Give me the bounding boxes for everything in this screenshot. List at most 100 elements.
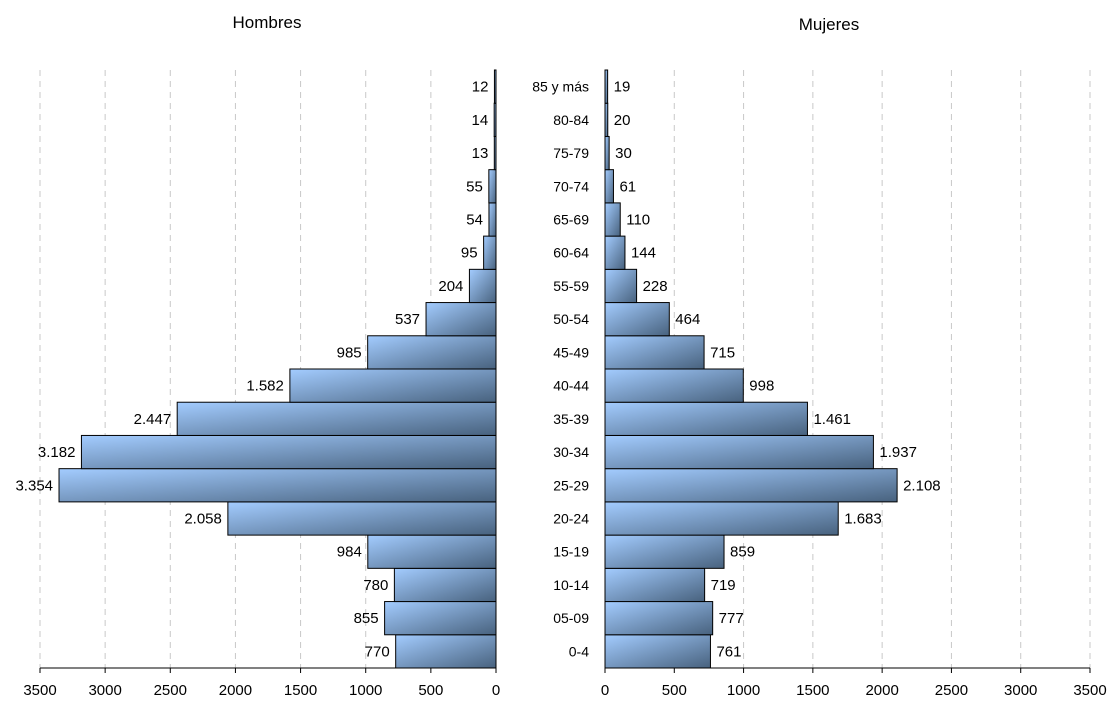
- men-bar: [289, 368, 497, 403]
- men-value-label: 13: [472, 145, 489, 162]
- men-value-label: 54: [466, 212, 483, 229]
- women-bar: [604, 434, 874, 470]
- men-value-label: 984: [337, 544, 362, 561]
- men-value-label: 780: [363, 577, 388, 594]
- age-group-label: 25-29: [553, 477, 589, 493]
- women-bar: [604, 268, 638, 304]
- left-x-tick-label: 2000: [219, 682, 252, 699]
- women-bar: [604, 368, 744, 403]
- men-value-label: 55: [466, 178, 483, 195]
- men-bar: [58, 468, 497, 503]
- women-value-label: 1.683: [844, 511, 882, 528]
- age-group-label: 05-09: [553, 610, 589, 626]
- age-group-label: 80-84: [553, 112, 589, 128]
- women-value-label: 777: [719, 610, 744, 627]
- left-x-tick-label: 0: [492, 682, 500, 699]
- men-value-label: 2.447: [134, 411, 172, 428]
- women-value-label: 761: [716, 643, 741, 660]
- age-group-label: 85 y más: [532, 79, 589, 95]
- men-bar: [468, 268, 497, 304]
- left-bars: [58, 69, 497, 669]
- men-value-label: 95: [461, 245, 478, 262]
- men-value-label: 14: [471, 112, 488, 129]
- women-value-label: 464: [675, 311, 700, 328]
- women-value-label: 1.461: [813, 411, 851, 428]
- women-bar: [604, 534, 725, 569]
- men-bar: [488, 202, 497, 237]
- men-bar: [80, 434, 497, 470]
- women-value-label: 144: [631, 245, 656, 262]
- women-value-label: 228: [643, 278, 668, 295]
- left-panel-title: Hombres: [233, 13, 302, 32]
- age-group-label: 60-64: [553, 245, 589, 261]
- men-bar: [488, 169, 497, 204]
- men-value-label: 3.182: [38, 444, 76, 461]
- right-x-tick-label: 1000: [727, 682, 760, 699]
- right-x-tick-label: 3500: [1073, 682, 1106, 699]
- right-x-tick-label: 2000: [865, 682, 898, 699]
- left-x-tick-label: 500: [418, 682, 443, 699]
- age-group-label: 45-49: [553, 344, 589, 360]
- right-x-tick-label: 2500: [935, 682, 968, 699]
- women-value-label: 998: [749, 378, 774, 395]
- age-group-label: 20-24: [553, 511, 589, 527]
- women-value-label: 20: [614, 112, 631, 129]
- right-bars: [604, 69, 898, 669]
- age-group-label: 55-59: [553, 278, 589, 294]
- men-value-label: 12: [472, 79, 489, 96]
- women-bar: [604, 202, 621, 237]
- left-x-tick-label: 2500: [154, 682, 187, 699]
- men-value-label: 3.354: [15, 477, 53, 494]
- men-value-label: 1.582: [246, 378, 284, 395]
- women-bar: [604, 601, 714, 636]
- men-bar: [367, 335, 497, 370]
- women-value-label: 19: [614, 79, 631, 96]
- age-group-label: 65-69: [553, 212, 589, 228]
- women-bar: [604, 567, 706, 603]
- right-x-tick-label: 1500: [796, 682, 829, 699]
- women-bar: [604, 634, 711, 669]
- men-value-label: 985: [337, 344, 362, 361]
- right-x-tick-label: 500: [662, 682, 687, 699]
- left-x-tick-label: 3000: [88, 682, 121, 699]
- men-value-label: 2.058: [184, 511, 222, 528]
- men-value-label: 770: [365, 643, 390, 660]
- women-bar: [604, 501, 839, 536]
- age-group-label: 35-39: [553, 411, 589, 427]
- left-x-tick-label: 3500: [23, 682, 56, 699]
- women-value-label: 2.108: [903, 477, 941, 494]
- women-bar: [604, 169, 614, 204]
- men-value-label: 537: [395, 311, 420, 328]
- age-group-label: 40-44: [553, 378, 589, 394]
- men-bar: [227, 501, 497, 536]
- men-bar: [384, 601, 497, 636]
- men-bar: [483, 235, 497, 270]
- age-group-label: 50-54: [553, 311, 589, 327]
- left-x-tick-label: 1500: [284, 682, 317, 699]
- women-value-label: 61: [619, 178, 636, 195]
- women-bar: [604, 235, 626, 270]
- men-bar: [367, 534, 497, 569]
- women-bar: [604, 401, 808, 436]
- women-bar: [604, 468, 898, 503]
- women-value-label: 110: [626, 212, 650, 229]
- women-value-label: 859: [730, 544, 755, 561]
- women-bar: [604, 335, 705, 370]
- women-bar: [604, 135, 610, 171]
- age-group-label: 0-4: [569, 643, 589, 659]
- men-bar: [395, 634, 497, 669]
- right-x-tick-label: 3000: [1004, 682, 1037, 699]
- men-value-label: 855: [354, 610, 379, 627]
- women-bar: [604, 302, 670, 337]
- right-x-tick-label: 0: [601, 682, 609, 699]
- age-group-label: 30-34: [553, 444, 589, 460]
- age-group-label: 70-74: [553, 178, 589, 194]
- women-value-label: 719: [711, 577, 736, 594]
- men-bar: [176, 401, 497, 436]
- women-value-label: 715: [710, 344, 735, 361]
- men-bar: [393, 567, 497, 603]
- age-group-label: 10-14: [553, 577, 589, 593]
- men-value-label: 204: [438, 278, 463, 295]
